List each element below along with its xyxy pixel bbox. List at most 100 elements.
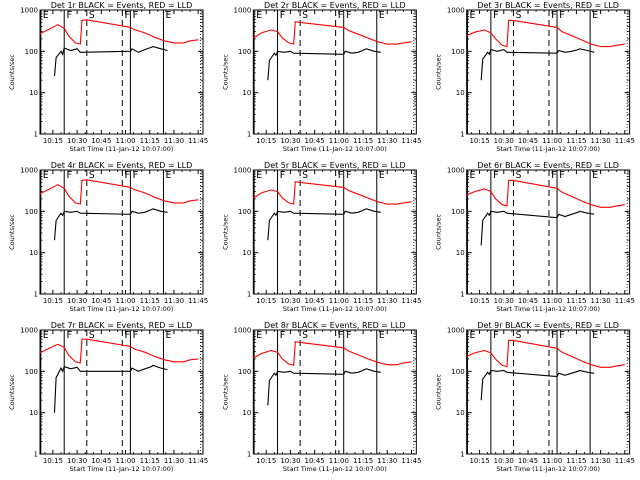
chart-title: Det 5r BLACK = Events, RED = LLD: [264, 161, 406, 170]
x-tick-label: 10:15: [256, 297, 276, 305]
marker-label: F: [132, 10, 138, 21]
x-tick-label: 11:30: [591, 137, 611, 145]
marker-label: E: [379, 10, 385, 21]
y-tick-label: 1000: [20, 7, 38, 15]
x-tick-label: 11:45: [188, 457, 208, 465]
x-tick-label: 11:45: [188, 137, 208, 145]
events-series-line: [53, 208, 168, 241]
marker-label: E: [256, 10, 262, 21]
marker-label: F: [346, 170, 352, 181]
x-tick-label: 10:30: [280, 137, 300, 145]
marker-label: F: [346, 330, 352, 341]
x-axis-label: Start Time (11-Jan-12 10:07:00): [496, 465, 600, 473]
x-tick-label: 11:15: [140, 137, 160, 145]
x-tick-label: 11:30: [591, 297, 611, 305]
x-tick-label: 10:30: [494, 137, 514, 145]
marker-label: F: [559, 10, 565, 21]
marker-label: F: [551, 10, 557, 21]
marker-label: F: [559, 330, 565, 341]
x-tick-label: 11:15: [566, 457, 586, 465]
x-tick-label: 11:45: [401, 457, 421, 465]
y-tick-label: 10: [242, 409, 251, 417]
x-tick-label: 10:30: [280, 457, 300, 465]
x-tick-label: 11:30: [591, 457, 611, 465]
x-tick-label: 11:30: [377, 297, 397, 305]
marker-label: F: [66, 170, 72, 181]
chart-title: Det 3r BLACK = Events, RED = LLD: [477, 1, 619, 10]
x-axis-label: Start Time (11-Jan-12 10:07:00): [496, 305, 600, 313]
x-tick-label: 11:45: [401, 137, 421, 145]
marker-label: S: [515, 170, 521, 181]
marker-label: F: [493, 170, 499, 181]
marker-label: F: [66, 330, 72, 341]
chart-title: Det 1r BLACK = Events, RED = LLD: [51, 1, 193, 10]
x-tick-label: 10:30: [67, 137, 87, 145]
marker-label: S: [89, 330, 95, 341]
marker-label: F: [280, 10, 286, 21]
x-tick-label: 10:45: [518, 137, 538, 145]
chart-panel: Det 6r BLACK = Events, RED = LLD 1 10 100 10…: [435, 161, 635, 313]
x-tick-label: 10:15: [469, 137, 489, 145]
marker-label: E: [469, 330, 475, 341]
x-tick-label: 11:00: [329, 137, 349, 145]
chart-panel: Det 5r BLACK = Events, RED = LLD 1 10 100 10…: [221, 161, 421, 313]
marker-label: S: [302, 170, 308, 181]
y-tick-label: 10: [456, 249, 465, 257]
marker-label: F: [551, 170, 557, 181]
plot-frame: [39, 9, 204, 135]
marker-label: F: [280, 330, 286, 341]
x-tick-label: 11:00: [115, 297, 135, 305]
x-tick-label: 10:15: [256, 137, 276, 145]
x-tick-label: 11:15: [566, 137, 586, 145]
y-axis-label: Counts/sec: [221, 374, 229, 410]
y-tick-label: 1000: [20, 327, 38, 335]
x-axis-label: Start Time (11-Jan-12 10:07:00): [283, 145, 387, 153]
chart-panel: Det 3r BLACK = Events, RED = LLD 1 10 100 10…: [435, 1, 635, 153]
marker-label: F: [338, 170, 344, 181]
marker-label: F: [559, 170, 565, 181]
y-tick-label: 10: [242, 89, 251, 97]
marker-label: E: [256, 330, 262, 341]
x-tick-label: 10:45: [518, 457, 538, 465]
x-axis-label: Start Time (11-Jan-12 10:07:00): [283, 465, 387, 473]
y-tick-label: 100: [238, 368, 251, 376]
x-axis-label: Start Time (11-Jan-12 10:07:00): [70, 145, 174, 153]
plot-frame: [466, 9, 631, 135]
y-tick-label: 1000: [20, 167, 38, 175]
marker-label: E: [469, 10, 475, 21]
marker-label: S: [515, 330, 521, 341]
marker-label: S: [302, 330, 308, 341]
marker-label: S: [89, 10, 95, 21]
chart-title: Det 4r BLACK = Events, RED = LLD: [51, 161, 193, 170]
marker-label: S: [515, 10, 521, 21]
x-tick-label: 10:30: [67, 457, 87, 465]
y-tick-label: 1000: [447, 167, 465, 175]
x-tick-label: 11:30: [164, 297, 184, 305]
chart-panel: Det 4r BLACK = Events, RED = LLD 1 10 100 10…: [8, 161, 208, 313]
marker-label: F: [493, 330, 499, 341]
events-series-line: [267, 208, 381, 241]
y-tick-label: 10: [29, 89, 38, 97]
x-axis-label: Start Time (11-Jan-12 10:07:00): [70, 305, 174, 313]
x-tick-label: 10:30: [494, 297, 514, 305]
y-axis-label: Counts/sec: [221, 214, 229, 250]
lld-series-line: [39, 19, 199, 45]
x-tick-label: 11:30: [377, 457, 397, 465]
y-tick-label: 100: [238, 48, 251, 56]
y-tick-label: 1: [460, 291, 464, 299]
x-tick-label: 11:45: [615, 457, 635, 465]
x-tick-label: 10:45: [91, 457, 111, 465]
x-tick-label: 11:15: [140, 457, 160, 465]
y-tick-label: 1: [34, 291, 38, 299]
marker-label: F: [124, 10, 130, 21]
x-axis-label: Start Time (11-Jan-12 10:07:00): [70, 465, 174, 473]
marker-label: E: [43, 10, 49, 21]
y-axis-label: Counts/sec: [435, 374, 443, 410]
y-tick-label: 1000: [234, 167, 252, 175]
x-tick-label: 10:45: [91, 137, 111, 145]
marker-label: F: [338, 330, 344, 341]
marker-label: F: [280, 170, 286, 181]
x-tick-label: 10:45: [305, 457, 325, 465]
events-series-line: [480, 210, 595, 246]
y-tick-label: 1000: [234, 7, 252, 15]
